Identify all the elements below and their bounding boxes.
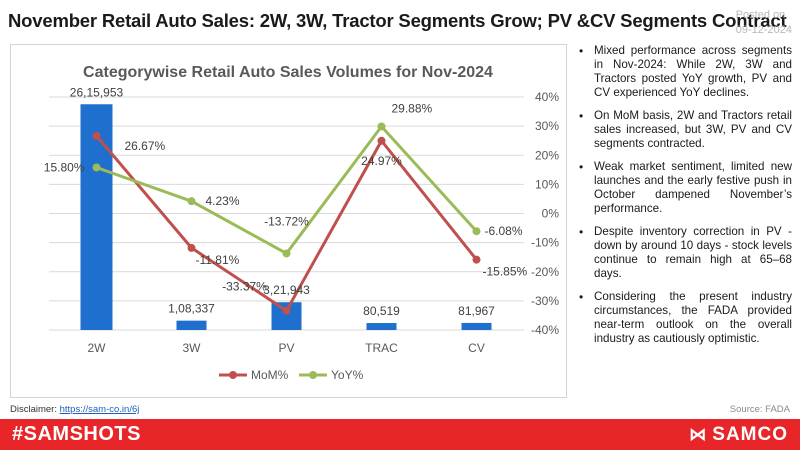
source-note: Source: FADA (729, 404, 790, 415)
x-tick-label: 3W (183, 341, 202, 355)
disclaimer-link[interactable]: https://sam-co.in/6j (59, 404, 140, 415)
series-point (377, 136, 386, 145)
commentary-bullet: Despite inventory correction in PV - dow… (576, 225, 792, 281)
series-data-label: 24.97% (361, 154, 402, 168)
y2-tick-label: 10% (535, 177, 559, 191)
page-title: November Retail Auto Sales: 2W, 3W, Trac… (8, 10, 787, 31)
posted-label: Posted on (735, 9, 786, 21)
commentary-bullet: Weak market sentiment, limited new launc… (576, 160, 792, 216)
series-data-label: 15.80% (44, 160, 85, 174)
y2-tick-label: -40% (531, 323, 559, 337)
series-data-label: -6.08% (485, 224, 523, 238)
bar (176, 320, 207, 330)
series-point (92, 131, 101, 140)
hashtag: #SAMSHOTS (12, 423, 141, 445)
series-point (282, 249, 291, 258)
y2-tick-label: -10% (531, 236, 559, 250)
series-point (377, 122, 386, 131)
x-tick-label: PV (278, 341, 294, 355)
disclaimer-label: Disclaimer: (10, 404, 57, 415)
y2-tick-label: 0% (542, 207, 560, 221)
x-tick-label: TRAC (365, 341, 398, 355)
bar-value-label: 3,21,943 (263, 283, 310, 297)
legend-label: YoY% (331, 368, 364, 382)
bar (80, 104, 113, 330)
legend-marker (309, 371, 317, 379)
series-point (472, 255, 481, 264)
chart-title: Categorywise Retail Auto Sales Volumes f… (83, 64, 493, 81)
series-data-label: -11.81% (196, 253, 240, 267)
brand-name: SAMCO (712, 424, 788, 445)
legend-marker (229, 371, 237, 379)
brand-logo: ⋈ SAMCO (689, 424, 788, 446)
series-data-label: 4.23% (206, 194, 240, 208)
commentary-bullet: Considering the present industry circums… (576, 290, 792, 346)
chart-panel: 26,15,953 1,08,337 3,21,943 80,519 81,967 26.… (10, 44, 567, 398)
bar (271, 302, 302, 330)
y2-tick-label: 30% (535, 119, 559, 133)
x-tick-label: CV (468, 341, 485, 355)
bar-value-label: 81,967 (458, 304, 495, 318)
bar-value-label: 80,519 (363, 304, 400, 318)
x-tick-label: 2W (88, 341, 107, 355)
series-data-label: -33.37% (222, 280, 267, 294)
posted-date-value: 09-12-2024 (735, 24, 792, 36)
series-point (472, 227, 481, 236)
series-data-label: 26.67% (125, 139, 166, 153)
footer-bar: #SAMSHOTS ⋈ SAMCO (0, 419, 800, 450)
chart: 26,15,953 1,08,337 3,21,943 80,519 81,967 26.… (44, 64, 560, 382)
disclaimer: Disclaimer: https://sam-co.in/6j (10, 404, 139, 415)
series-point (282, 306, 291, 315)
bar (366, 323, 397, 330)
y2-tick-label: 20% (535, 148, 559, 162)
commentary-panel: Mixed performance across segments in Nov… (576, 44, 792, 396)
legend-label: MoM% (251, 368, 289, 382)
series-data-label: 29.88% (392, 101, 433, 115)
bar-value-label: 1,08,337 (168, 302, 215, 316)
posted-date: Posted on 09-12-2024 (736, 8, 792, 38)
y2-tick-label: -30% (531, 294, 559, 308)
commentary-bullet: Mixed performance across segments in Nov… (576, 44, 792, 100)
y2-tick-label: -20% (531, 265, 559, 279)
bar-value-label: 26,15,953 (70, 85, 124, 99)
bar (461, 322, 492, 330)
series-point (187, 243, 196, 252)
series-point (92, 163, 101, 172)
samco-logo-icon: ⋈ (689, 425, 708, 444)
series-data-label: -15.85% (483, 265, 528, 279)
commentary-bullet: On MoM basis, 2W and Tractors retail sal… (576, 109, 792, 151)
series-point (187, 197, 196, 206)
series-data-label: -13.72% (264, 214, 309, 228)
y2-tick-label: 40% (535, 90, 559, 104)
